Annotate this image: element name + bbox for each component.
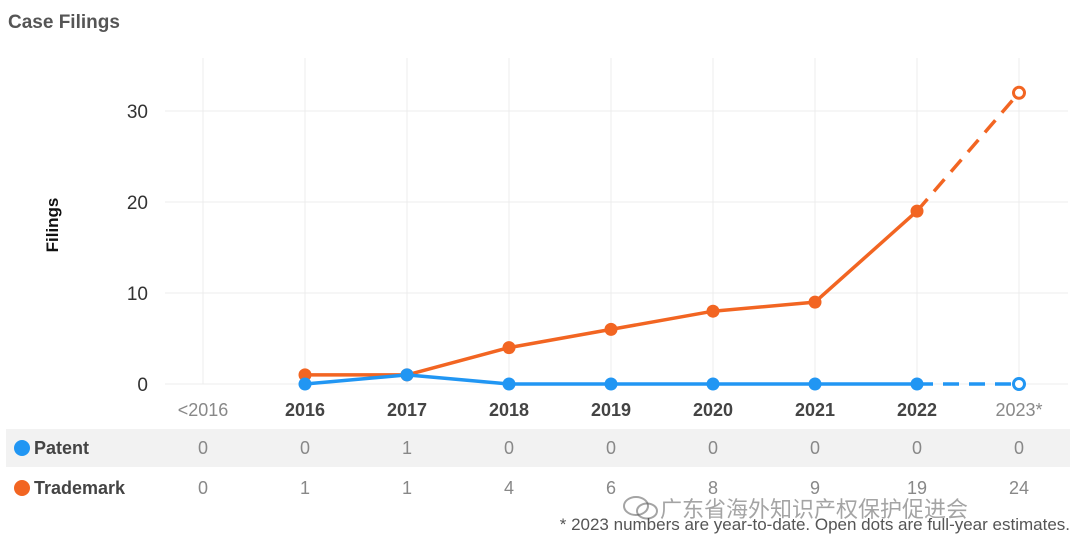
page-title: Case Filings (8, 12, 120, 33)
x-tick-label: 2019 (591, 400, 631, 420)
x-tick-label: 2016 (285, 400, 325, 420)
patent-table-cell: 0 (911, 438, 922, 458)
legend-trademark[interactable]: Trademark (14, 469, 125, 507)
y-tick-label: 10 (127, 284, 148, 305)
x-tick-label: 2022 (897, 400, 937, 420)
watermark-text: 广东省海外知识产权保护促进会 (660, 497, 969, 522)
patent-estimate-point (1012, 377, 1026, 391)
table-row-patent: Patent 0 0 1 0 0 0 0 0 0 (6, 429, 1070, 467)
footnote: * 2023 numbers are year-to-date. Open do… (559, 515, 1070, 534)
x-tick-label: 2018 (489, 400, 529, 420)
trademark-table-cell: 1 (299, 478, 310, 498)
watermark: 广东省海外知识产权保护促进会 (622, 492, 968, 524)
patent-table-cell: 0 (707, 438, 718, 458)
x-tick-label: 2017 (387, 400, 427, 420)
patent-data-point (706, 377, 720, 391)
legend-patent[interactable]: Patent (14, 429, 89, 467)
trademark-data-point (604, 322, 618, 336)
trademark-label: Trademark (34, 478, 126, 498)
patent-data-point (400, 368, 414, 382)
y-tick-label: 0 (137, 375, 148, 396)
patent-table-cell: 0 (503, 438, 514, 458)
x-tick-label: 2021 (795, 400, 835, 420)
trademark-estimate-point (1012, 85, 1026, 100)
y-axis-label: Filings (43, 198, 62, 253)
patent-data-point (808, 377, 822, 391)
patent-table-cell: 0 (197, 438, 208, 458)
patent-label: Patent (34, 438, 90, 458)
trademark-table-cell: 19 (906, 478, 928, 498)
trademark-table-cell: 8 (707, 478, 718, 498)
trademark-data-point (910, 204, 924, 218)
patent-table-cell: 0 (1013, 438, 1024, 458)
trademark-data-point (706, 304, 720, 318)
patent-table-cell: 0 (299, 438, 310, 458)
patent-data-point (910, 377, 924, 391)
patent-table-cell: 0 (809, 438, 820, 458)
x-tick-label: 2023* (995, 400, 1042, 420)
table-row-trademark: Trademark 0 1 1 4 6 8 9 19 24 (6, 469, 1070, 507)
trademark-table-cell: 9 (809, 478, 820, 498)
trademark-table-cell: 6 (605, 478, 616, 498)
x-tick-label: <2016 (178, 400, 229, 420)
trademark-legend-dot (14, 480, 30, 496)
trademark-table-cell: 4 (503, 478, 514, 498)
trademark-data-point (298, 368, 312, 382)
patent-data-point (604, 377, 618, 391)
wechat-icon (623, 496, 658, 520)
patent-table-cell: 1 (401, 438, 412, 458)
x-tick-label: 2020 (693, 400, 733, 420)
patent-legend-dot (14, 440, 30, 456)
patent-data-point (502, 377, 516, 391)
trademark-data-point (502, 341, 516, 355)
trademark-data-point (808, 295, 822, 309)
trademark-table-cell: 24 (1008, 478, 1030, 498)
y-tick-label: 20 (127, 193, 148, 214)
y-tick-label: 30 (127, 102, 148, 123)
trademark-table-cell: 1 (401, 478, 412, 498)
patent-table-cell: 0 (605, 438, 616, 458)
trademark-estimate-line (915, 91, 1021, 213)
trademark-table-cell: 0 (197, 478, 208, 498)
patent-data-point (298, 377, 312, 391)
line-chart: 0 10 20 30 Filings <2016 2016 2017 2018 2019 2020 2… (43, 58, 1068, 420)
